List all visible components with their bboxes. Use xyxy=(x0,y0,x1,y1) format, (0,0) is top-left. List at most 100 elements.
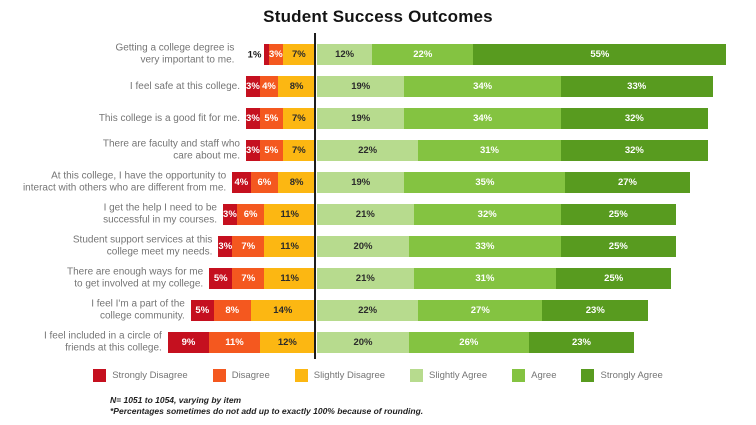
axis-zero-line xyxy=(314,33,316,359)
segment-value-label: 33% xyxy=(627,81,647,92)
bar-segment-strongly-disagree: 3% xyxy=(246,76,260,97)
right-bar-group: 21% 32% 25% xyxy=(317,204,676,225)
bar-segment-slightly-disagree: 7% xyxy=(282,140,315,161)
left-bar-group: 3% 5% 7% xyxy=(246,108,315,129)
segment-value-label: 20% xyxy=(353,241,373,252)
right-bar-group: 20% 33% 25% xyxy=(317,236,676,257)
segment-value-label: 7% xyxy=(292,49,306,60)
segment-value-label: 22% xyxy=(358,145,378,156)
bar-segment-slightly-agree: 12% xyxy=(317,44,373,65)
row-label: There are enough ways for me to get invo… xyxy=(67,266,204,290)
bar-segment-strongly-agree: 55% xyxy=(473,44,727,65)
chart-row: Student support services at this college… xyxy=(0,234,756,258)
legend-swatch-strongly-agree xyxy=(581,369,595,382)
bar-segment-agree: 34% xyxy=(404,76,561,97)
bar-segment-strongly-agree: 32% xyxy=(560,140,708,161)
legend-swatch-slightly-agree xyxy=(410,369,424,382)
left-bar-group: 3% 4% 8% xyxy=(246,76,315,97)
segment-value-label: 27% xyxy=(470,305,490,316)
left-bar-group: 5% 7% 11% xyxy=(209,268,315,289)
chart-row: There are faculty and staff who care abo… xyxy=(0,138,756,162)
segment-value-label: 4% xyxy=(234,177,249,188)
bar-segment-disagree: 5% xyxy=(259,140,283,161)
bar-segment-strongly-disagree: 5% xyxy=(209,268,233,289)
bar-segment-slightly-agree: 19% xyxy=(317,108,405,129)
bar-segment-disagree: 4% xyxy=(259,76,279,97)
row-label: I feel I'm a part of the college communi… xyxy=(91,298,185,322)
chart-title: Student Success Outcomes xyxy=(263,7,493,26)
segment-value-label: 23% xyxy=(571,337,591,348)
legend-item-strongly-disagree: Strongly Disagree xyxy=(93,369,188,382)
bar-segment-disagree: 3% xyxy=(268,44,283,65)
legend-item-slightly-agree: Slightly Agree xyxy=(410,369,487,382)
right-bar-group: 21% 31% 25% xyxy=(317,268,672,289)
segment-value-label: 11% xyxy=(280,273,299,284)
right-bar-group: 12% 22% 55% xyxy=(317,44,727,65)
bar-segment-strongly-disagree: 5% xyxy=(190,300,214,321)
segment-value-label: 22% xyxy=(413,49,433,60)
legend-label: Agree xyxy=(531,370,557,381)
legend-item-strongly-agree: Strongly Agree xyxy=(581,369,663,382)
bar-segment-slightly-agree: 20% xyxy=(317,332,409,353)
segment-value-label: 7% xyxy=(241,273,256,284)
bar-segment-slightly-disagree: 14% xyxy=(250,300,315,321)
bar-segment-slightly-disagree: 7% xyxy=(282,108,315,129)
legend-swatch-agree xyxy=(512,369,526,382)
segment-value-label: 7% xyxy=(292,145,306,156)
bar-segment-agree: 33% xyxy=(409,236,561,257)
segment-value-label: 34% xyxy=(473,113,493,124)
segment-value-label: 8% xyxy=(289,177,304,188)
bar-segment-slightly-disagree: 7% xyxy=(282,44,315,65)
left-bar-group: 3% 7% xyxy=(264,44,315,65)
segment-value-label: 19% xyxy=(351,177,371,188)
segment-value-label: 26% xyxy=(459,337,479,348)
segment-value-label: 35% xyxy=(475,177,495,188)
row-label: I feel safe at this college. xyxy=(129,80,240,92)
legend-swatch-disagree xyxy=(212,369,226,382)
segment-value-label: 33% xyxy=(475,241,495,252)
right-bar-group: 19% 35% 27% xyxy=(317,172,690,193)
row-label: There are faculty and staff who care abo… xyxy=(102,138,240,162)
segment-value-label: 22% xyxy=(358,305,378,316)
segment-value-label: 11% xyxy=(225,337,244,348)
segment-value-label: 31% xyxy=(479,145,499,156)
bar-segment-agree: 27% xyxy=(418,300,543,321)
segment-value-label: 5% xyxy=(264,113,279,124)
chart-row: There are enough ways for me to get invo… xyxy=(0,266,756,290)
bar-segment-disagree: 8% xyxy=(213,300,251,321)
bar-segment-strongly-agree: 25% xyxy=(560,204,676,225)
segment-value-label: 5% xyxy=(264,145,279,156)
segment-value-label: 3% xyxy=(246,81,260,92)
left-bar-group: 5% 8% 14% xyxy=(190,300,315,321)
segment-value-label: 7% xyxy=(241,241,256,252)
segment-value-label: 34% xyxy=(473,81,493,92)
row-label: Getting a college degree is very importa… xyxy=(115,42,235,66)
bar-segment-disagree: 6% xyxy=(236,204,265,225)
segment-value-label: 12% xyxy=(335,49,355,60)
segment-value-label: 8% xyxy=(225,305,240,316)
bar-segment-strongly-disagree: 3% xyxy=(223,204,237,225)
right-bar-group: 20% 26% 23% xyxy=(317,332,635,353)
bar-segment-strongly-disagree: 3% xyxy=(246,140,260,161)
bar-segment-strongly-disagree: 3% xyxy=(246,108,260,129)
bar-segment-slightly-disagree: 11% xyxy=(264,236,315,257)
segment-value-label: 11% xyxy=(280,241,299,252)
left-bar-group: 4% 6% 8% xyxy=(232,172,315,193)
segment-value-label: 25% xyxy=(608,241,628,252)
left-bar-group: 3% 5% 7% xyxy=(246,140,315,161)
legend-label: Strongly Agree xyxy=(600,370,663,381)
segment-value-label: 6% xyxy=(243,209,258,220)
right-bar-group: 19% 34% 33% xyxy=(317,76,713,97)
chart-row: I get the help I need to be successful i… xyxy=(0,202,756,226)
bar-segment-agree: 31% xyxy=(418,140,561,161)
segment-value-label: 9% xyxy=(181,337,196,348)
segment-value-label: 12% xyxy=(277,337,297,348)
segment-value-label: 21% xyxy=(355,209,375,220)
bar-segment-strongly-agree: 33% xyxy=(560,76,713,97)
segment-value-label: 19% xyxy=(351,81,371,92)
segment-value-label: 25% xyxy=(604,273,624,284)
bar-segment-strongly-disagree: 9% xyxy=(167,332,210,353)
bar-segment-strongly-agree: 25% xyxy=(560,236,676,257)
bar-segment-slightly-agree: 22% xyxy=(317,140,419,161)
